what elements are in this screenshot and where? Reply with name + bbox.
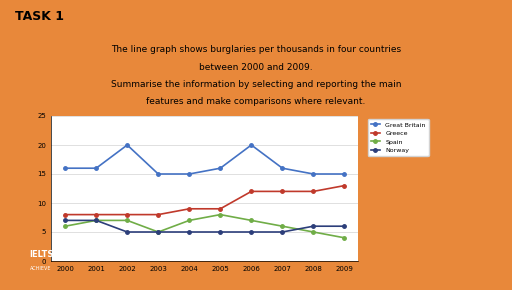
Text: ACHIEVE: ACHIEVE xyxy=(30,266,52,271)
Text: The line graph shows burglaries per thousands in four countries: The line graph shows burglaries per thou… xyxy=(111,45,401,54)
Text: features and make comparisons where relevant.: features and make comparisons where rele… xyxy=(146,97,366,106)
Legend: Great Britain, Greece, Spain, Norway: Great Britain, Greece, Spain, Norway xyxy=(368,119,429,156)
Text: TASK 1: TASK 1 xyxy=(15,10,65,23)
Text: Summarise the information by selecting and reporting the main: Summarise the information by selecting a… xyxy=(111,80,401,89)
Text: between 2000 and 2009.: between 2000 and 2009. xyxy=(199,63,313,72)
Text: IELTS: IELTS xyxy=(29,249,53,259)
